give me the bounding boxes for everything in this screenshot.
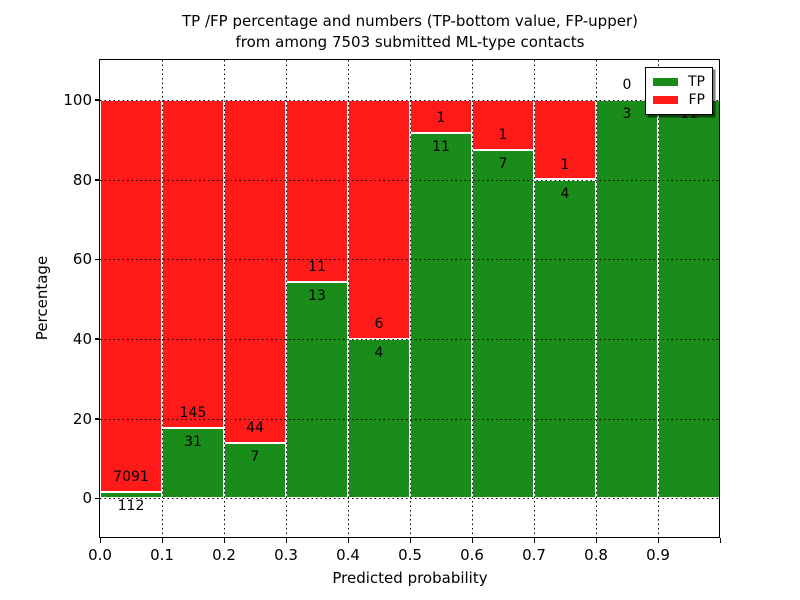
x-tick-label: 0.1: [150, 546, 174, 564]
chart-title-line2: from among 7503 submitted ML-type contac…: [235, 33, 585, 51]
legend-label-fp: FP: [688, 92, 706, 109]
bar-segment-tp: [286, 282, 348, 499]
gridline-vertical: [658, 60, 659, 538]
gridline-vertical: [410, 60, 411, 538]
x-tick-label: 0.2: [212, 546, 236, 564]
x-axis-label: Predicted probability: [332, 569, 488, 587]
bar-label-tp: 31: [184, 434, 202, 450]
legend-item-tp: TP: [653, 75, 705, 89]
bar-label-fp: 7091: [113, 468, 149, 485]
bar-segment-tp: [658, 99, 720, 499]
bar-label-fp: 6: [374, 315, 384, 332]
y-tick-label: 40: [72, 329, 92, 348]
legend-item-fp: FP: [653, 93, 705, 107]
bar-segment-tp: [410, 133, 472, 499]
bar-segment-fp: [100, 99, 162, 492]
gridline-vertical: [286, 60, 287, 538]
bar-segment-fp: [534, 99, 596, 180]
x-tick: [657, 538, 659, 543]
bar-label-fp: 1: [436, 110, 446, 127]
x-tick-label: 0.4: [336, 546, 360, 564]
x-tick: [533, 538, 535, 543]
tp-swatch-icon: [653, 77, 678, 86]
legend: TP FP: [645, 67, 713, 115]
bar-label-fp: 0: [622, 76, 632, 93]
bar-segment-fp: [162, 99, 224, 428]
bar-segment-fp: [348, 99, 410, 339]
bar-label-tp: 4: [374, 344, 384, 361]
gridline-vertical: [348, 60, 349, 538]
x-tick: [595, 538, 597, 543]
x-tick-label: 0.7: [522, 546, 546, 564]
bar-label-tp: 11: [432, 139, 450, 156]
gridline-vertical: [162, 60, 163, 538]
gridline-vertical: [224, 60, 225, 538]
bar-label-fp: 145: [179, 405, 207, 421]
bar-segment-tp: [162, 428, 224, 499]
bar-segment-fp: [286, 99, 348, 283]
fp-swatch-icon: [653, 96, 678, 105]
bar-label-fp: 1: [498, 126, 508, 143]
x-tick: [719, 538, 721, 543]
bar-label-tp: 112: [117, 497, 145, 514]
bar-segment-tp: [596, 99, 658, 499]
x-tick: [409, 538, 411, 543]
y-tick-label: 60: [72, 250, 92, 269]
bar-label-tp: 4: [560, 185, 570, 202]
bar-segment-fp: [224, 99, 286, 444]
gridline-vertical: [472, 60, 473, 538]
bar-label-fp: 1: [560, 156, 570, 173]
chart-title-line1: TP /FP percentage and numbers (TP-bottom…: [182, 12, 638, 30]
x-tick: [223, 538, 225, 543]
x-tick-label: 0.3: [274, 546, 298, 564]
x-tick-label: 0.5: [398, 546, 422, 564]
bar-label-tp: 7: [498, 155, 508, 172]
x-tick: [347, 538, 349, 543]
gridline-vertical: [596, 60, 597, 538]
y-tick-label: 0: [82, 489, 92, 508]
bar-segment-tp: [100, 491, 162, 499]
y-tick-label: 20: [72, 409, 92, 428]
y-tick-label: 100: [63, 90, 92, 109]
gridline-vertical: [534, 60, 535, 538]
bar-label-fp: 11: [308, 259, 326, 276]
y-tick: [95, 418, 100, 420]
x-tick: [99, 538, 101, 543]
y-tick: [95, 179, 100, 181]
bar-segment-tp: [348, 338, 410, 499]
x-tick-label: 0.0: [88, 546, 112, 564]
y-tick: [95, 497, 100, 500]
x-tick-label: 0.8: [584, 546, 608, 564]
x-tick-label: 0.6: [460, 546, 484, 564]
bar-label-tp: 7: [250, 449, 260, 466]
x-tick: [285, 538, 287, 543]
chart-title: TP /FP percentage and numbers (TP-bottom…: [100, 11, 720, 53]
y-tick: [95, 99, 100, 101]
y-tick-label: 80: [72, 170, 92, 189]
bar-label-fp: 44: [246, 420, 264, 437]
bar-segment-tp: [224, 443, 286, 499]
legend-label-tp: TP: [688, 73, 705, 90]
y-axis-label: Percentage: [33, 255, 51, 341]
y-tick: [95, 258, 100, 261]
bar-segment-tp: [472, 149, 534, 499]
x-tick-label: 0.9: [646, 546, 670, 564]
x-tick: [471, 538, 473, 543]
y-tick: [95, 338, 100, 340]
bar-label-tp: 13: [308, 288, 326, 305]
bar-label-tp: 3: [622, 105, 632, 122]
x-tick: [161, 538, 163, 543]
